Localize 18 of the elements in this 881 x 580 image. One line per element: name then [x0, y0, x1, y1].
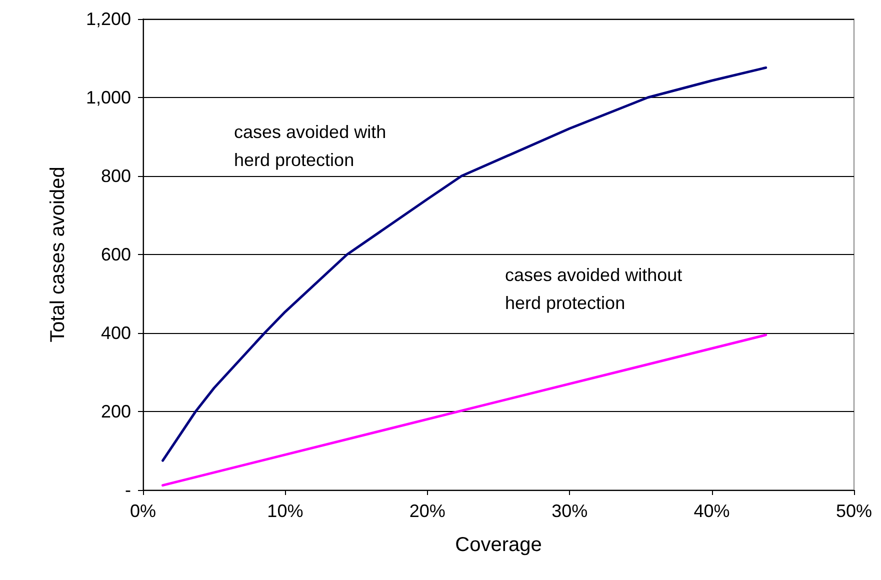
text: cases avoided with herd protection — [234, 122, 386, 170]
line-series — [162, 66, 768, 462]
y-tick-label: 200 — [100, 402, 131, 422]
x-axis-title: Coverage — [455, 534, 542, 556]
y-tick-label: 600 — [100, 244, 131, 264]
y-tick-label: 1,000 — [86, 88, 131, 108]
x-tick-label: 50% — [836, 501, 872, 521]
y-tick-label: 1,200 — [86, 9, 131, 29]
x-tick-label: 20% — [409, 501, 446, 521]
y-tick-label: 400 — [100, 323, 131, 343]
y-tick-label: - — [125, 480, 131, 500]
x-tick-label: 10% — [267, 501, 304, 521]
x-tick-label: 30% — [552, 501, 588, 521]
x-tick-label: 40% — [694, 501, 730, 521]
x-tick-label: 0% — [130, 501, 156, 521]
y-tick-label: 800 — [100, 166, 131, 186]
y-axis-title: Total cases avoided — [47, 166, 69, 342]
text: cases avoided without herd protection — [505, 265, 682, 313]
